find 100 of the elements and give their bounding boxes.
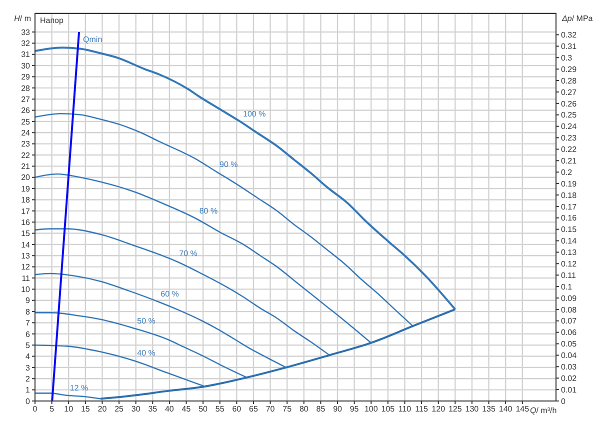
y2-tick-label: 0.03 [561,362,578,372]
y-tick-label: 12 [21,262,31,272]
y-tick-label: 16 [21,218,31,227]
y-tick-label: 23 [21,140,31,149]
x-tick-label: 65 [249,404,258,414]
x-tick-label: 100 [364,404,378,414]
y2-tick-label: 0.25 [561,110,578,120]
x-tick-label: 50 [198,404,208,414]
y2-tick-label: 0.22 [561,145,578,154]
y-tick-label: 9 [26,296,31,306]
y-tick-label: 30 [21,61,31,70]
x-tick-label: 15 [80,404,90,414]
x-tick-label: 75 [282,404,292,414]
y2-tick-label: 0.14 [561,236,578,246]
y2-tick-label: 0.27 [561,88,578,97]
y-tick-label: 0 [26,396,31,406]
y-tick-label: 5 [26,340,31,350]
y-tick-label: 25 [21,117,31,126]
y-tick-label: 7 [26,318,31,328]
y2-tick-label: 0.2 [561,168,573,177]
y2-tick-label: 0.31 [561,42,578,52]
x-tick-label: 60 [232,404,242,414]
series-label: 12 % [70,383,88,392]
series-label: 60 % [160,289,179,298]
y-tick-label: 1 [26,386,31,395]
x-tick-label: 80 [299,404,309,414]
y2-tick-label: 0.16 [561,214,578,223]
y2-tick-label: 0.15 [561,225,578,234]
y-tick-label: 24 [21,128,31,138]
y2-tick-label: 0.21 [561,156,578,166]
y-tick-label: 10 [21,285,31,294]
y-tick-label: 6 [26,330,31,339]
x-tick-label: 5 [50,404,55,414]
x-tick-label: 120 [432,404,446,414]
series-label: Qmin [83,35,102,44]
y-tick-label: 28 [21,84,31,93]
x-tick-label: 135 [482,404,496,414]
y2-tick-label: 0.19 [561,179,578,188]
x-tick-label: 40 [165,404,174,414]
y2-tick-label: 0.01 [561,385,578,394]
series-label: 50 % [137,316,156,326]
y-tick-label: 13 [21,251,31,260]
series-label: 80 % [199,206,218,216]
y2-tick-label: 0.02 [561,374,578,383]
x-tick-label: 10 [64,404,74,414]
y2-tick-label: 0.09 [561,294,578,303]
y-tick-label: 21 [21,162,31,172]
x-tick-label: 45 [182,404,192,414]
series-label: 40 % [137,348,156,358]
y-axis-title: H/ m [14,14,31,23]
x-tick-label: 145 [516,404,530,414]
x-tick-label: 0 [32,404,38,414]
y2-tick-label: 0.1 [561,282,573,292]
y-tick-label: 22 [21,150,31,160]
x-tick-label: 30 [131,404,141,414]
x-tick-label: 110 [398,404,412,414]
y2-tick-label: 0.06 [561,328,578,338]
y2-tick-label: 0.07 [561,316,578,326]
x-tick-label: 95 [350,404,360,414]
y2-tick-label: 0.13 [561,248,578,258]
x-tick-label: 20 [98,404,108,414]
x-axis-title: Q/ m³/h [530,406,557,415]
y-tick-label: 11 [22,274,31,283]
y-tick-label: 18 [21,196,31,205]
y2-tick-label: 0.04 [561,351,578,360]
y-tick-label: 8 [26,307,31,316]
y-tick-label: 31 [21,50,31,60]
y2-tick-label: 0 [561,396,566,406]
y2-tick-label: 0.32 [561,30,578,40]
x-tick-label: 140 [498,404,513,414]
y2-tick-label: 0.11 [561,270,577,280]
y-tick-label: 27 [21,94,31,104]
y-tick-label: 17 [21,206,31,216]
y2-tick-label: 0.18 [561,190,578,200]
series-label: 70 % [179,249,198,258]
x-tick-label: 25 [114,404,124,414]
x-tick-label: 85 [316,404,326,414]
y2-tick-label: 0.23 [561,134,578,143]
x-tick-label: 70 [266,404,276,414]
y-tick-label: 2 [26,374,31,384]
y2-tick-label: 0.29 [561,64,578,74]
y-tick-label: 33 [21,28,31,37]
y2-tick-label: 0.17 [561,202,578,212]
y2-tick-label: 0.12 [561,259,578,268]
x-tick-label: 115 [415,404,428,414]
y2-tick-label: 0.28 [561,76,578,86]
x-tick-label: 105 [381,404,396,414]
y-tick-label: 26 [21,106,31,116]
y2-tick-label: 0.24 [561,122,578,132]
series-label: 90 % [220,160,238,169]
x-tick-label: 55 [215,404,225,414]
x-tick-label: 125 [448,404,462,414]
y-tick-label: 29 [21,72,31,82]
y2-tick-label: 0.05 [561,340,578,349]
series-label: 100 % [243,109,266,118]
y-tick-label: 14 [21,240,31,250]
y-tick-label: 15 [21,229,31,238]
y-tick-label: 32 [21,39,31,48]
y-tick-label: 19 [21,184,31,194]
annotation: Напор [40,16,64,26]
